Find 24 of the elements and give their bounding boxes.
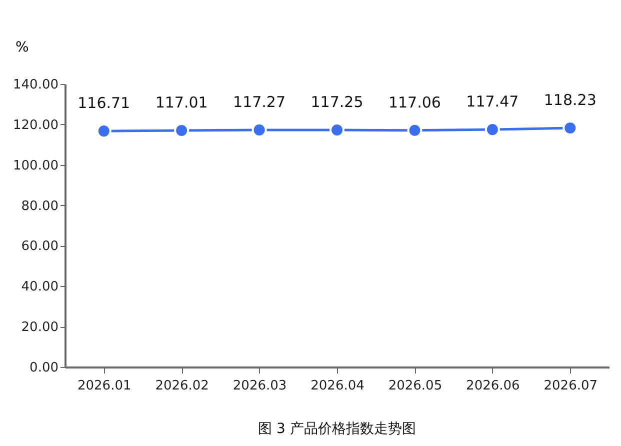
x-tick-label: 2026.06: [466, 378, 520, 394]
x-tick-label: 2026.01: [77, 378, 132, 394]
x-tick-label: 2026.07: [544, 378, 598, 394]
data-label: 118.23: [544, 91, 596, 110]
x-tick-label: 2026.03: [232, 378, 287, 394]
text: 图 3 产品价格指数走势图: [258, 421, 416, 437]
y-tick-label: 0.00: [30, 360, 58, 376]
y-tick-label: 120.00: [13, 118, 58, 133]
data-label: 117.47: [466, 92, 519, 111]
data-label: 117.06: [388, 93, 441, 112]
y-tick-label: 60.00: [21, 239, 58, 254]
y-tick-label: 80.00: [21, 198, 58, 214]
y-tick-label: 100.00: [13, 158, 58, 174]
y-tick-label: 20.00: [21, 320, 58, 336]
data-label: 117.25: [310, 92, 364, 111]
x-tick-label: 2026.02: [155, 378, 209, 394]
x-tick-label: 2026.05: [388, 378, 442, 394]
data-label: 117.27: [233, 92, 286, 111]
y-tick-label: 40.00: [21, 280, 58, 295]
y-tick-label: 140.00: [13, 78, 58, 92]
x-tick-label: 2026.04: [310, 378, 364, 394]
data-label: 117.01: [155, 93, 208, 112]
y-axis-title: %: [16, 40, 29, 56]
data-label: 116.71: [78, 94, 130, 112]
